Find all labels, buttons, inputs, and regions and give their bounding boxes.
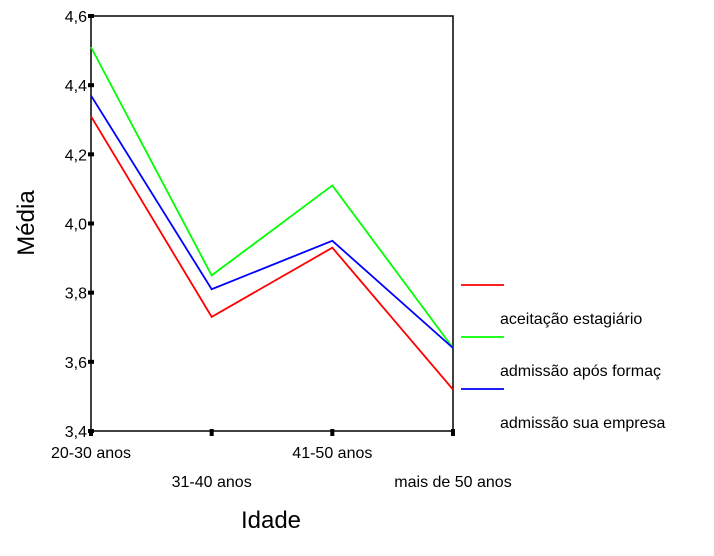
- x-tick-label: 20-30 anos: [51, 445, 131, 462]
- y-tick-label: 3,6: [65, 355, 87, 372]
- legend-label: aceitação estagiário: [500, 311, 642, 328]
- series-line: [90, 46, 454, 349]
- y-axis-ticks: 3,4 3,6 3,8 4,0 4,2 4,4 4,6: [65, 9, 94, 441]
- y-tick-label: 3,8: [65, 286, 87, 303]
- legend: aceitação estagiário admissão após formaç…: [461, 284, 666, 432]
- y-tick-label: 3,4: [65, 424, 87, 441]
- y-tick-label: 4,0: [65, 217, 87, 234]
- plot-frame: [90, 15, 454, 432]
- series-line: [90, 95, 454, 349]
- y-tick-label: 4,4: [65, 78, 87, 95]
- x-axis-label: Idade: [241, 507, 301, 534]
- y-tick-label: 4,6: [65, 9, 87, 26]
- y-tick-label: 4,2: [65, 147, 87, 164]
- x-tick-label: 41-50 anos: [292, 445, 372, 462]
- legend-label: admissão sua empresa: [500, 415, 666, 432]
- x-tick-label: mais de 50 anos: [394, 474, 511, 491]
- x-tick-label: 31-40 anos: [172, 474, 252, 491]
- series-lines: [90, 46, 454, 391]
- series-line: [90, 115, 454, 391]
- legend-label: admissão após formaç: [500, 363, 661, 380]
- y-axis-label: Média: [13, 190, 40, 256]
- x-axis-ticks: 20-30 anos 31-40 anos 41-50 anos mais de 50…: [51, 429, 512, 491]
